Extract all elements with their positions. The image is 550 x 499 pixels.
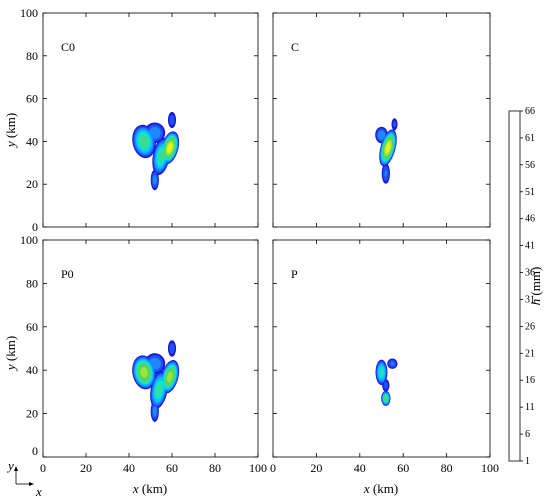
x-tick-label: 100: [481, 461, 499, 475]
panel-label: P: [291, 267, 298, 281]
panel-frame: [272, 239, 491, 458]
colorbar-tick-label: 31: [525, 294, 535, 305]
colorbar-tick-label: 61: [525, 133, 535, 144]
contour-level-6: [169, 343, 175, 354]
panel-p: 0 20 40 60 80 100 P: [270, 239, 499, 475]
x-tick-label: 40: [354, 461, 366, 475]
colorbar-tick-label: 56: [525, 160, 535, 171]
contour-level-31: [385, 397, 387, 400]
panel-label: C: [291, 40, 299, 54]
colorbar-tick-label: 36: [525, 268, 535, 279]
contour-level-11: [390, 362, 394, 366]
x-tick-label: 80: [209, 461, 221, 475]
contour-level-36: [140, 366, 148, 378]
panel-label: C0: [61, 40, 75, 54]
contour-level-26: [139, 135, 149, 148]
panel-label: P0: [61, 267, 74, 281]
colorbar-tick-label: 66: [525, 106, 535, 117]
x-tick-label: 0: [270, 461, 276, 475]
colorbar-tick-label: 11: [525, 402, 535, 413]
contour-level-41: [167, 142, 173, 153]
colorbar-tick-label: 1: [525, 456, 530, 467]
panel-frame: [272, 12, 491, 228]
y-tick-label: 0: [32, 444, 38, 458]
contour-level-21: [378, 366, 385, 379]
x-axis-label-left: x (km): [132, 481, 167, 496]
contour-level-26: [156, 384, 162, 395]
colorbar-tick-label: 41: [525, 241, 535, 252]
x-tick-label: 60: [166, 461, 178, 475]
corner-y-label: y: [6, 458, 14, 473]
contour-level-11: [384, 170, 388, 177]
y-tick-label: 80: [26, 49, 38, 63]
panel-c: C: [272, 12, 491, 228]
panel-background: [43, 13, 258, 227]
colorbar-tick-label: 16: [525, 375, 535, 386]
colorbar-tick-label: 6: [525, 429, 530, 440]
panel-background: [273, 240, 490, 457]
colorbar-frame: [508, 110, 521, 462]
corner-axes-indicator: y x: [6, 458, 42, 499]
colorbar-label: h (mm): [528, 267, 543, 306]
contour-level-6: [169, 114, 175, 126]
panel-c0: 0 20 40 60 80 100 C0: [20, 6, 259, 234]
contour-level-41: [385, 142, 391, 154]
panel-background: [43, 240, 258, 457]
contour-level-6: [392, 121, 397, 128]
y-tick-label: 20: [26, 407, 38, 421]
contour-level-26: [158, 151, 164, 162]
x-axis-label-right: x (km): [363, 481, 398, 496]
panel-frame: [42, 12, 259, 228]
contour-level-11: [377, 130, 386, 140]
y-tick-label: 80: [26, 276, 38, 290]
contour-level-36: [166, 371, 173, 383]
y-tick-label: 40: [26, 363, 38, 377]
y-tick-label: 100: [20, 6, 38, 20]
y-tick-label: 100: [20, 233, 38, 247]
contour-level-11: [152, 174, 157, 185]
y-tick-label: 60: [26, 320, 38, 334]
colorbar-tick-label: 21: [525, 348, 535, 359]
x-tick-label: 20: [80, 461, 92, 475]
y-tick-label: 0: [32, 220, 38, 234]
x-tick-label: 0: [40, 461, 46, 475]
y-tick-label: 40: [26, 134, 38, 148]
contour-level-6: [383, 381, 389, 390]
contour-level-11: [152, 406, 157, 417]
x-tick-label: 40: [123, 461, 135, 475]
y-axis-label-bottom: y (km): [3, 336, 18, 372]
y-tick-label: 20: [26, 177, 38, 191]
colorbar-tick-label: 26: [525, 321, 535, 332]
panel-p0: 00 20 20 40 40 60 60 80 80 100 100 P0: [20, 233, 267, 475]
panel-frame: [42, 239, 259, 458]
corner-x-label: x: [35, 484, 42, 499]
contour-field: [375, 118, 398, 184]
contour-field: [375, 358, 398, 406]
x-tick-label: 80: [441, 461, 453, 475]
x-tick-label: 60: [397, 461, 409, 475]
panel-background: [273, 13, 490, 227]
contour-level-11: [148, 126, 161, 139]
colorbar-tick-label: 51: [525, 187, 535, 198]
y-tick-label: 60: [26, 92, 38, 106]
contour-field: [132, 340, 180, 422]
contour-field: [132, 111, 180, 191]
x-tick-label: 100: [249, 461, 267, 475]
colorbar-tick-label: 46: [525, 214, 535, 225]
y-axis-label-top: y (km): [3, 113, 18, 149]
x-tick-label: 20: [310, 461, 322, 475]
